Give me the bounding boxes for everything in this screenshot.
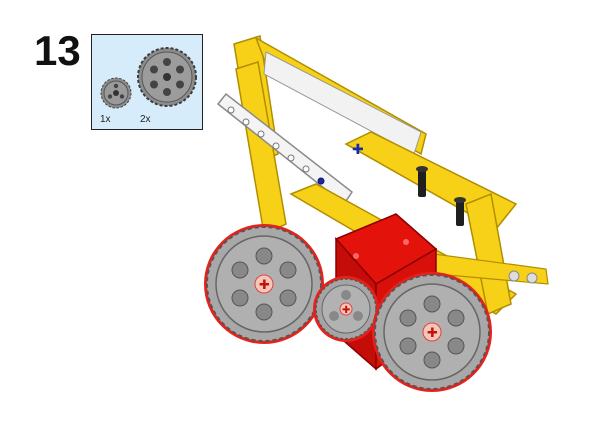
- black-pins: [416, 166, 466, 226]
- small-gear-quantity: 1x: [100, 114, 111, 125]
- small-gear-middle: ✚: [313, 276, 379, 342]
- large-gear-quantity: 2x: [140, 114, 151, 125]
- axle-connector-icon: ✚: [352, 142, 364, 158]
- parts-callout: 1x 2x: [91, 34, 203, 130]
- small-gear-icon: [100, 77, 132, 109]
- white-beam-front: [216, 92, 354, 206]
- large-gear-icon: [137, 47, 197, 107]
- parts-callout-art: [100, 47, 197, 109]
- svg-text:✚: ✚: [259, 278, 270, 293]
- assembly-model-illustration: ✚ ✚ ✚: [204, 35, 549, 392]
- white-beam-back: [263, 51, 422, 155]
- large-gear-right: ✚: [372, 272, 492, 392]
- step-number: 13: [34, 27, 81, 74]
- svg-text:✚: ✚: [342, 305, 350, 316]
- large-gear-left: ✚: [204, 224, 324, 344]
- svg-text:✚: ✚: [427, 326, 438, 341]
